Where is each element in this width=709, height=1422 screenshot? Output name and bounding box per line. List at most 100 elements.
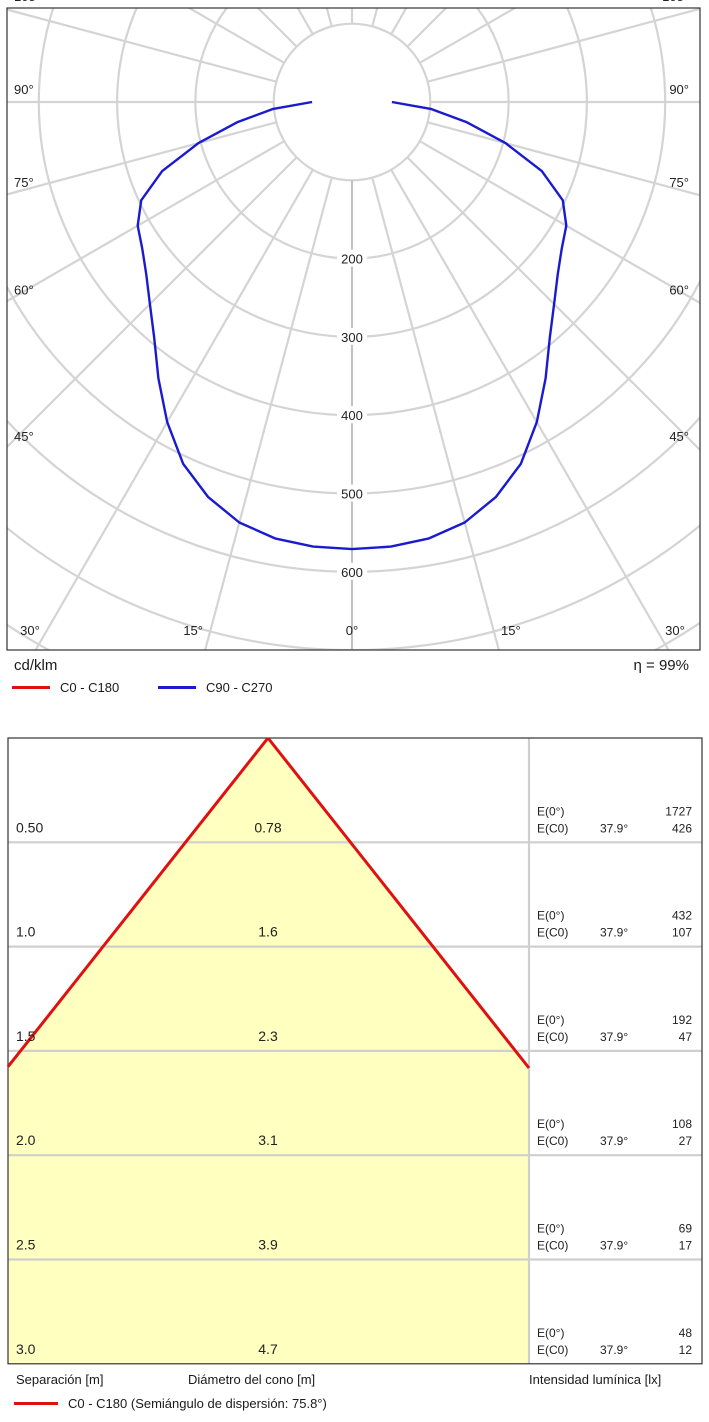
polar-spoke-75 bbox=[427, 121, 700, 197]
ec0-angle: 37.9° bbox=[600, 1134, 628, 1148]
e0-value: 192 bbox=[672, 1013, 692, 1027]
polar-series-group bbox=[136, 100, 568, 551]
radial-tick-label: 300 bbox=[341, 330, 363, 345]
legend-item-c90-c270: C90 - C270 bbox=[158, 680, 272, 695]
ec0-angle: 37.9° bbox=[600, 926, 628, 940]
angle-label-left: 60° bbox=[14, 282, 34, 297]
polar-frame bbox=[6, 7, 701, 651]
cone-separation-value: 2.0 bbox=[16, 1132, 36, 1148]
unit-label: cd/klm bbox=[14, 657, 58, 674]
e0-label: E(0°) bbox=[537, 1222, 564, 1236]
ec0-angle: 37.9° bbox=[600, 821, 628, 835]
cone-diameter-value: 3.9 bbox=[258, 1237, 278, 1253]
radial-tick-label: 500 bbox=[341, 487, 363, 502]
e0-value: 1727 bbox=[665, 804, 692, 818]
efficiency-label: η = 99% bbox=[633, 657, 689, 674]
angle-label-left: 105° bbox=[14, 0, 41, 4]
ec0-value: 47 bbox=[679, 1030, 693, 1044]
polar-intensity-chart: 200 300 400 500 600 105° 105° 90° 90° 75° 75° 60° 60… bbox=[6, 0, 701, 651]
radial-tick-label: 200 bbox=[341, 252, 363, 267]
legend-item-c0-c180: C0 - C180 bbox=[12, 680, 119, 695]
e0-label: E(0°) bbox=[537, 1326, 564, 1340]
legend-swatch-red bbox=[12, 686, 50, 689]
ec0-value: 17 bbox=[679, 1239, 693, 1253]
radial-tick-label: 400 bbox=[341, 408, 363, 423]
legend-label-c0-c180: C0 - C180 bbox=[60, 680, 120, 695]
cone-edge-left bbox=[6, 737, 270, 1068]
angle-label-bottom: 0° bbox=[346, 623, 358, 638]
angle-label-bottom: 15° bbox=[501, 623, 521, 638]
ec0-angle: 37.9° bbox=[600, 1030, 628, 1044]
cone-legend-swatch bbox=[14, 1402, 58, 1405]
cone-legend: C0 - C180 (Semiángulo de dispersión: 75.… bbox=[14, 1396, 327, 1411]
cone-diameter-value: 2.3 bbox=[258, 1028, 278, 1044]
angle-label-bottom: 30° bbox=[20, 623, 40, 638]
polar-labels: 200 300 400 500 600 105° 105° 90° 90° 75° 75° 60° 60… bbox=[14, 0, 689, 638]
angle-label-left: 75° bbox=[14, 175, 34, 190]
ec0-label: E(C0) bbox=[537, 1134, 568, 1148]
cone-diameter-value: 1.6 bbox=[258, 924, 278, 940]
ec0-value: 107 bbox=[672, 926, 692, 940]
ec0-value: 426 bbox=[672, 821, 692, 835]
cone-fill bbox=[8, 738, 529, 1364]
radial-tick-bg bbox=[337, 484, 367, 502]
ec0-label: E(C0) bbox=[537, 1239, 568, 1253]
e0-label: E(0°) bbox=[537, 909, 564, 923]
legend-swatch-blue bbox=[158, 686, 196, 689]
ec0-angle: 37.9° bbox=[600, 1343, 628, 1357]
e0-value: 108 bbox=[672, 1117, 692, 1131]
xlabel-intensity: Intensidad lumínica [lx] bbox=[529, 1372, 662, 1387]
cone-separation-value: 0.50 bbox=[16, 819, 43, 835]
polar-spoke-300 bbox=[7, 140, 285, 303]
angle-label-bottom: 15° bbox=[183, 623, 203, 638]
ec0-label: E(C0) bbox=[537, 1343, 568, 1357]
angle-label-bottom: 30° bbox=[665, 623, 685, 638]
polar-spoke-60 bbox=[419, 140, 700, 305]
ec0-label: E(C0) bbox=[537, 1030, 568, 1044]
polar-spoke-30 bbox=[390, 169, 670, 650]
cone-diameter-value: 3.1 bbox=[258, 1132, 278, 1148]
radial-tick-bg bbox=[337, 327, 367, 345]
radial-tick-bg bbox=[337, 406, 367, 424]
radial-tick-bg bbox=[337, 249, 367, 267]
radial-tick-label: 600 bbox=[341, 565, 363, 580]
e0-label: E(0°) bbox=[537, 804, 564, 818]
radial-tick-bg bbox=[337, 562, 367, 580]
polar-spoke-285 bbox=[7, 121, 277, 196]
cone-separation-value: 1.0 bbox=[16, 924, 36, 940]
cone-diameter-value: 4.7 bbox=[258, 1341, 278, 1357]
xlabel-separation: Separación [m] bbox=[16, 1372, 104, 1387]
angle-label-right: 105° bbox=[662, 0, 689, 4]
polar-spoke-255 bbox=[7, 8, 277, 83]
e0-value: 432 bbox=[672, 909, 692, 923]
cone-diameter-value: 0.78 bbox=[254, 819, 281, 835]
ec0-angle: 37.9° bbox=[600, 1239, 628, 1253]
polar-spoke-345 bbox=[204, 177, 333, 650]
angle-label-left: 90° bbox=[14, 82, 34, 97]
e0-value: 48 bbox=[679, 1326, 693, 1340]
polar-spoke-15 bbox=[371, 177, 500, 650]
ec0-value: 27 bbox=[679, 1134, 693, 1148]
polar-spoke-330 bbox=[34, 169, 314, 650]
xlabel-diameter: Diámetro del cono [m] bbox=[188, 1372, 316, 1387]
ec0-label: E(C0) bbox=[537, 821, 568, 835]
angle-label-right: 45° bbox=[669, 429, 689, 444]
polar-series-c90-c270 bbox=[136, 100, 568, 551]
angle-label-left: 45° bbox=[14, 429, 34, 444]
cone-separation-value: 3.0 bbox=[16, 1341, 36, 1357]
e0-label: E(0°) bbox=[537, 1117, 564, 1131]
polar-spoke-105 bbox=[427, 8, 700, 83]
legend-label-c90-c270: C90 - C270 bbox=[206, 680, 273, 695]
angle-label-right: 75° bbox=[669, 175, 689, 190]
polar-spoke-315 bbox=[7, 156, 298, 449]
polar-spoke-45 bbox=[406, 156, 700, 452]
cone-edge-right bbox=[266, 737, 531, 1069]
ec0-value: 12 bbox=[679, 1343, 693, 1357]
angle-label-right: 90° bbox=[669, 82, 689, 97]
angle-label-right: 60° bbox=[669, 282, 689, 297]
cone-frame bbox=[7, 737, 703, 1365]
ec0-label: E(C0) bbox=[537, 926, 568, 940]
cone-separation-value: 2.5 bbox=[16, 1237, 36, 1253]
e0-value: 69 bbox=[679, 1222, 693, 1236]
